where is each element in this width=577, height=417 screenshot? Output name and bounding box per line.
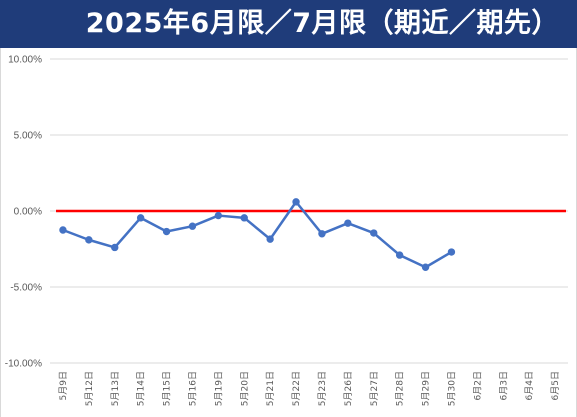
x-tick-label: 5月22日 (291, 371, 302, 406)
y-tick-label: -5.00% (10, 283, 42, 294)
x-tick-label: 5月21日 (265, 371, 276, 406)
data-point (188, 222, 197, 230)
x-tick-label: 6月3日 (498, 371, 509, 400)
data-point (318, 230, 326, 238)
data-point (162, 227, 171, 236)
x-tick-label: 6月4日 (524, 371, 535, 400)
x-tick-label: 5月20日 (239, 371, 250, 406)
y-tick-label: 5.00% (14, 131, 42, 142)
x-tick-label: 5月29日 (421, 371, 432, 406)
data-point (344, 219, 352, 227)
y-tick-label: -10.00% (5, 359, 42, 370)
data-point (240, 214, 248, 222)
x-tick-label: 5月30日 (446, 371, 457, 406)
data-point (395, 251, 404, 259)
x-tick-label: 5月27日 (369, 371, 380, 406)
y-tick-label: 0.00% (14, 207, 42, 218)
x-tick-label: 5月9日 (58, 371, 69, 400)
chart-title: 2025年6月限／7月限（期近／期先） (85, 8, 559, 39)
y-tick-label: 10.00% (8, 55, 42, 66)
x-tick-label: 6月5日 (550, 371, 561, 400)
x-tick-label: 6月2日 (472, 371, 483, 400)
data-point (266, 235, 274, 243)
x-tick-label: 5月26日 (343, 371, 354, 406)
data-point (370, 229, 378, 237)
series-line (62, 200, 453, 269)
data-point (85, 236, 93, 244)
data-point (421, 263, 430, 271)
x-tick-label: 5月12日 (84, 371, 95, 406)
x-tick-label: 5月19日 (213, 371, 224, 406)
data-point (447, 248, 456, 256)
data-point (111, 243, 119, 252)
data-point (59, 226, 67, 234)
data-point (214, 211, 223, 220)
title-bar (0, 0, 577, 48)
data-point (136, 214, 145, 222)
x-tick-label: 5月15日 (162, 371, 173, 406)
data-point (292, 198, 300, 206)
x-tick-label: 5月13日 (110, 371, 121, 406)
x-tick-label: 5月14日 (136, 371, 147, 406)
x-tick-label: 5月23日 (317, 371, 328, 406)
x-tick-label: 5月28日 (395, 371, 406, 406)
x-tick-label: 5月16日 (187, 371, 198, 406)
